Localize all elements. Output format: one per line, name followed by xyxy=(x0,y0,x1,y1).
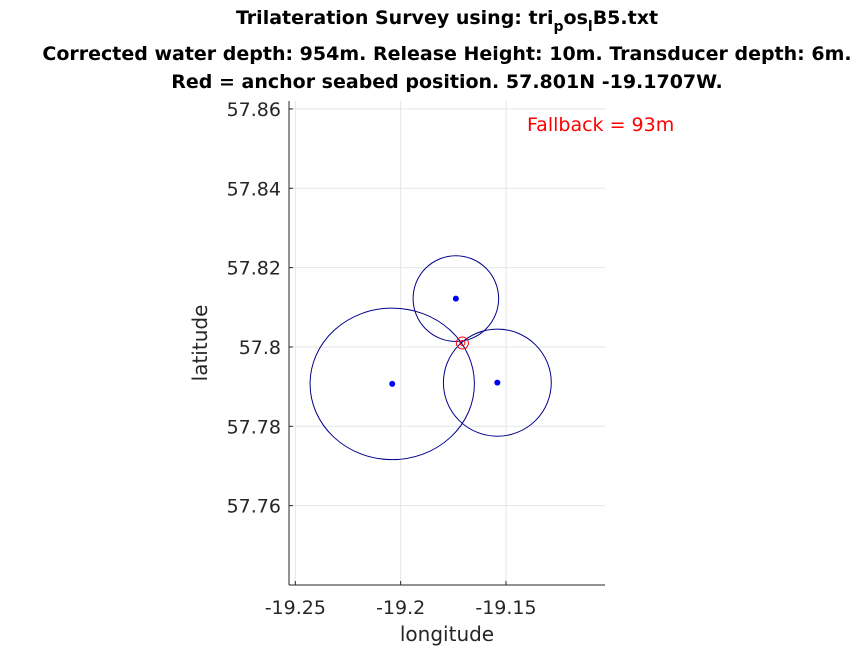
y-tick-label: 57.78 xyxy=(227,416,281,438)
x-tick-label: -19.2 xyxy=(376,597,425,619)
range-circle-2 xyxy=(309,307,475,461)
y-axis-label: latitude xyxy=(188,305,212,382)
x-axis-label: longitude xyxy=(400,622,494,646)
tick-labels: -19.25 -19.2 -19.15 57.76 57.78 57.8 57.82 57.8… xyxy=(227,99,537,619)
fallback-annotation: Fallback = 93m xyxy=(527,114,674,136)
transponder-point-2 xyxy=(389,380,396,387)
anchor-position-ring xyxy=(455,336,469,350)
range-circle-3 xyxy=(442,328,552,437)
y-tick-label: 57.8 xyxy=(239,337,281,359)
anchor-position-point xyxy=(459,340,466,346)
grid-lines xyxy=(289,101,605,585)
y-tick-label: 57.76 xyxy=(227,496,281,518)
x-tick-label: -19.15 xyxy=(475,597,536,619)
range-circle-1 xyxy=(412,255,500,342)
y-tick-label: 57.84 xyxy=(227,178,281,200)
data-marks xyxy=(309,255,552,461)
y-tick-label: 57.86 xyxy=(227,99,281,121)
transponder-point-1 xyxy=(452,295,459,302)
chart-title-line-3: Red = anchor seabed position. 57.801N -1… xyxy=(171,71,723,93)
chart-title-line-2: Corrected water depth: 954m. Release Hei… xyxy=(42,43,851,65)
axes xyxy=(288,101,605,586)
y-tick-label: 57.82 xyxy=(227,258,281,280)
chart-title-line-1: Trilateration Survey using: triposlB5.tx… xyxy=(236,7,658,35)
transponder-point-3 xyxy=(494,379,501,386)
plot-area: -19.25 -19.2 -19.15 57.76 57.78 57.8 57.82 57.8… xyxy=(227,99,605,619)
x-tick-label: -19.25 xyxy=(265,597,326,619)
